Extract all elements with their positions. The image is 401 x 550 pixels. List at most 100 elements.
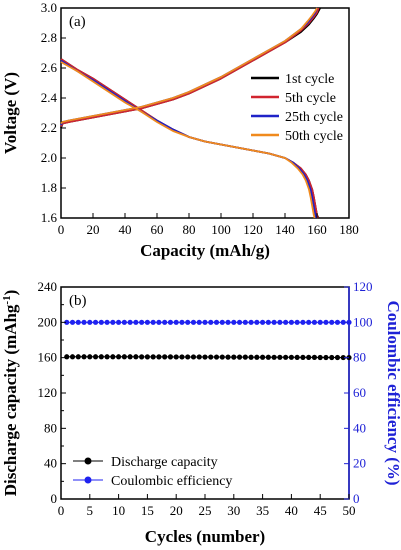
legend-item-coulombic-efficiency: Coulombic efficiency <box>73 474 232 489</box>
point-discharge-capacity <box>179 354 185 360</box>
point-coulombic-efficiency <box>277 319 283 325</box>
point-coulombic-efficiency <box>116 319 122 325</box>
legend-label-50th-cycle: 50th cycle <box>285 129 343 144</box>
x-tick-label: 180 <box>339 222 359 237</box>
point-discharge-capacity <box>121 354 127 360</box>
y-tick-label: 1.6 <box>41 210 58 225</box>
point-discharge-capacity <box>167 354 174 360</box>
x-tick-label: 140 <box>275 222 295 237</box>
point-coulombic-efficiency <box>288 319 294 325</box>
point-coulombic-efficiency <box>306 319 312 325</box>
point-discharge-capacity <box>225 354 231 360</box>
point-discharge-capacity <box>271 354 277 360</box>
point-coulombic-efficiency <box>173 319 179 325</box>
panel-a-y-axis-title: Voltage (V) <box>1 72 20 154</box>
x-tick-label: 20 <box>87 222 100 237</box>
panel-b-y-axis-title-main: Discharge capacity (mAhg <box>1 304 20 496</box>
y-tick-label: 2.0 <box>41 150 57 165</box>
point-discharge-capacity <box>334 354 341 361</box>
point-discharge-capacity <box>300 354 306 360</box>
point-coulombic-efficiency <box>213 319 220 325</box>
y-tick-label: 0 <box>51 491 58 506</box>
x-tick-label: 40 <box>119 222 132 237</box>
panel-b-y2-axis-title: Coulombic efficiency (%) <box>384 300 401 485</box>
point-coulombic-efficiency <box>317 319 323 325</box>
legend-item-discharge-capacity: Discharge capacity <box>73 455 218 470</box>
point-coulombic-efficiency <box>340 319 346 325</box>
panel-a-x-ticks: 0 20 40 60 80 100 120 140 160 180 <box>58 213 359 237</box>
x-tick-label: 15 <box>141 503 154 518</box>
point-discharge-capacity <box>254 354 260 360</box>
point-discharge-capacity <box>236 354 243 360</box>
x-tick-label: 80 <box>183 222 196 237</box>
legend-label-1st-cycle: 1st cycle <box>285 72 334 87</box>
point-discharge-capacity <box>139 354 145 360</box>
series-25th-cycle-charge-curve <box>60 7 318 126</box>
point-discharge-capacity <box>329 354 335 361</box>
point-coulombic-efficiency <box>92 319 99 325</box>
y-tick-label: 2.4 <box>41 90 58 105</box>
point-discharge-capacity <box>277 354 283 360</box>
point-coulombic-efficiency <box>110 319 116 325</box>
point-discharge-capacity <box>69 354 76 360</box>
panel-b-y-axis-title-superscript: -1 <box>1 295 13 304</box>
point-coulombic-efficiency <box>190 319 197 325</box>
point-coulombic-efficiency <box>323 319 329 325</box>
panel-a-x-axis-title: Capacity (mAh/g) <box>140 241 270 260</box>
point-discharge-capacity <box>150 354 156 360</box>
point-coulombic-efficiency <box>254 319 260 325</box>
x-tick-label: 40 <box>285 503 298 518</box>
y-tick-label: 2.6 <box>41 60 58 75</box>
point-discharge-capacity <box>311 354 318 360</box>
x-tick-label: 50 <box>343 503 356 518</box>
point-discharge-capacity <box>92 354 99 360</box>
panel-b-y-axis-title-suffix: ) <box>1 290 20 296</box>
point-coulombic-efficiency <box>225 319 231 325</box>
legend-item-25th-cycle: 25th cycle <box>251 110 343 125</box>
point-coulombic-efficiency <box>260 319 266 325</box>
y-tick-label: 80 <box>44 420 57 435</box>
point-coulombic-efficiency <box>300 319 306 325</box>
point-coulombic-efficiency <box>208 319 214 325</box>
point-coulombic-efficiency <box>283 319 289 325</box>
point-coulombic-efficiency <box>139 319 145 325</box>
x-tick-label: 30 <box>227 503 240 518</box>
y2-tick-label: 0 <box>353 491 360 506</box>
point-discharge-capacity <box>260 354 266 360</box>
point-discharge-capacity <box>306 354 312 360</box>
point-discharge-capacity <box>265 354 271 360</box>
point-discharge-capacity <box>156 354 162 360</box>
y-tick-label: 160 <box>38 350 58 365</box>
point-discharge-capacity <box>98 354 104 360</box>
point-discharge-capacity <box>283 354 289 360</box>
point-coulombic-efficiency <box>196 319 202 325</box>
point-coulombic-efficiency <box>329 319 335 325</box>
panel-b-y-ticks: 0 40 80 120 160 200 240 <box>38 279 66 506</box>
point-coulombic-efficiency <box>185 319 191 325</box>
point-discharge-capacity <box>116 354 122 360</box>
panel-b-label: (b) <box>69 293 87 309</box>
y2-tick-label: 20 <box>353 456 366 471</box>
panel-a-curves <box>60 7 321 219</box>
panel-b-x-axis-title: Cycles (number) <box>145 527 265 546</box>
point-coulombic-efficiency <box>104 319 110 325</box>
point-discharge-capacity <box>242 354 248 360</box>
panel-a-legend: 1st cycle 5th cycle 25th cycle 50th cycl… <box>251 72 343 144</box>
point-discharge-capacity <box>127 354 133 360</box>
panel-b-x-ticks: 0 5 10 15 20 25 30 35 40 45 50 <box>58 494 356 518</box>
point-discharge-capacity <box>219 354 225 360</box>
point-discharge-capacity <box>202 354 208 360</box>
point-coulombic-efficiency <box>219 319 225 325</box>
y-tick-label: 3.0 <box>41 0 57 15</box>
series-50th-cycle-charge-curve <box>60 7 318 125</box>
point-discharge-capacity <box>213 354 220 360</box>
legend-item-5th-cycle: 5th cycle <box>251 91 336 106</box>
legend-item-1st-cycle: 1st cycle <box>251 72 334 87</box>
y2-tick-label: 100 <box>353 314 373 329</box>
y2-tick-label: 40 <box>353 420 366 435</box>
point-coulombic-efficiency <box>69 319 76 325</box>
panel-b-points <box>64 319 352 361</box>
x-tick-label: 100 <box>211 222 231 237</box>
point-discharge-capacity <box>185 354 191 360</box>
point-discharge-capacity <box>173 354 179 360</box>
